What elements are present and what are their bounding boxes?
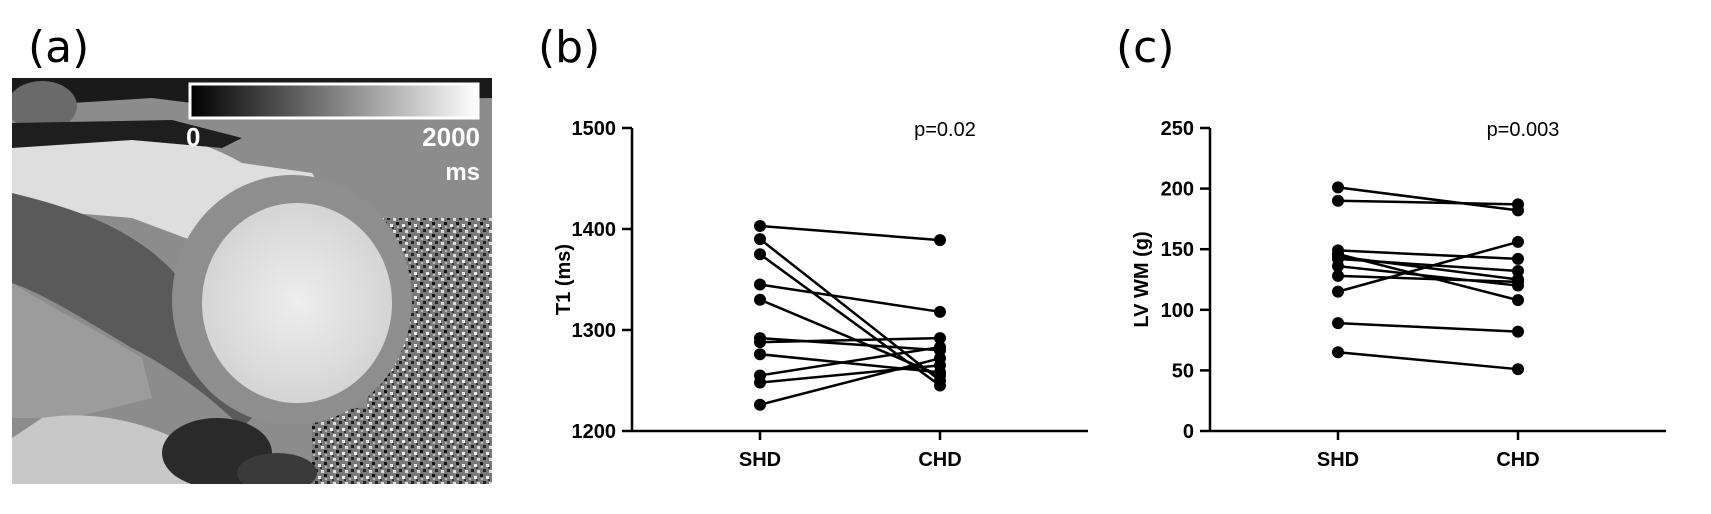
chart1-point-shd — [1332, 194, 1344, 207]
chart0-y-tick-label: 1400 — [572, 219, 617, 241]
t1-paired-chart: 1200 1300 1400 1500 SHD CHD T1 (ms) p=0.02 — [553, 118, 1088, 471]
mri-t1-map: 0 2000 ms — [12, 78, 492, 484]
chart0-x-tick-label: CHD — [918, 449, 961, 471]
panel-a-label: (a) — [28, 22, 90, 73]
chart0-pair-line — [759, 283, 941, 314]
chart1-pair-line — [1337, 257, 1519, 273]
chart0-y-axis-label: T1 (ms) — [553, 244, 575, 315]
chart0-point-shd — [754, 336, 766, 349]
chart1-y-tick-label: 0 — [1183, 421, 1194, 443]
chart0-y-tick-label: 1500 — [572, 118, 617, 140]
chart0-p-value-annotation: p=0.02 — [914, 119, 976, 141]
chart1-y-tick-label: 250 — [1161, 118, 1194, 140]
chart0-pair-line — [759, 345, 941, 377]
chart0-point-shd — [754, 248, 766, 261]
chart1-point-chd — [1512, 252, 1524, 265]
chart0-pair-line — [759, 298, 941, 377]
chart1-point-chd — [1512, 275, 1524, 288]
chart1-point-shd — [1332, 269, 1344, 282]
chart0-point-chd — [934, 379, 946, 392]
chart1-point-chd — [1512, 235, 1524, 248]
colorbar-unit-label: ms — [445, 159, 480, 186]
panel-b-label: (b) — [538, 22, 601, 73]
chart0-point-chd — [934, 341, 946, 354]
chart1-point-shd — [1332, 181, 1344, 194]
chart0-point-chd — [934, 234, 946, 247]
chart1-x-tick-label: SHD — [1317, 449, 1359, 471]
panel-c-label: (c) — [1116, 22, 1175, 73]
chart1-y-tick-label: 150 — [1161, 239, 1194, 261]
chart1-pair-line — [1337, 199, 1519, 206]
chart0-point-shd — [754, 293, 766, 306]
lvwm-paired-chart: 0 50 100 150 200 250 SHD CHD LV WM (g) p=0.003 — [1131, 118, 1666, 471]
chart0-point-chd — [934, 305, 946, 318]
chart1-pair-line — [1337, 321, 1519, 333]
chart1-point-shd — [1332, 346, 1344, 359]
chart1-pair-line — [1337, 240, 1519, 293]
colorbar-min-label: 0 — [186, 122, 200, 152]
chart0-pair-line — [759, 336, 941, 344]
chart0-point-shd — [754, 348, 766, 361]
chart1-point-shd — [1332, 317, 1344, 330]
chart0-pair-line — [759, 336, 941, 352]
chart1-point-chd — [1512, 325, 1524, 338]
chart0-point-shd — [754, 376, 766, 389]
chart0-point-chd — [934, 352, 946, 365]
chart1-pair-line — [1337, 249, 1519, 261]
chart1-point-chd — [1512, 198, 1524, 211]
chart1-pair-line — [1337, 186, 1519, 212]
chart1-point-shd — [1332, 285, 1344, 298]
chart0-pair-line — [759, 238, 941, 382]
chart0-y-tick-label: 1300 — [572, 320, 617, 342]
chart0-y-tick-label: 1200 — [572, 421, 617, 443]
chart0-pair-line — [759, 357, 941, 406]
chart0-pair-line — [759, 224, 941, 242]
chart0-pair-line — [759, 364, 941, 384]
chart1-pair-line — [1337, 264, 1519, 287]
chart1-y-tick-label: 100 — [1161, 300, 1194, 322]
chart0-point-shd — [754, 398, 766, 411]
chart1-point-chd — [1512, 294, 1524, 307]
chart1-y-tick-label: 50 — [1172, 360, 1194, 382]
chart1-y-tick-label: 200 — [1161, 179, 1194, 201]
chart0-x-tick-label: SHD — [739, 449, 781, 471]
chart1-point-chd — [1512, 265, 1524, 278]
chart1-x-tick-label: CHD — [1496, 449, 1539, 471]
chart1-point-chd — [1512, 363, 1524, 376]
chart1-pair-line — [1337, 350, 1519, 371]
chart1-p-value-annotation: p=0.003 — [1487, 119, 1560, 141]
chart1-point-shd — [1332, 260, 1344, 273]
chart0-point-shd — [754, 219, 766, 232]
chart1-pair-line — [1337, 274, 1519, 284]
chart1-y-axis-label: LV WM (g) — [1131, 231, 1153, 327]
chart0-point-shd — [754, 278, 766, 291]
colorbar-max-label: 2000 — [422, 122, 480, 152]
chart0-point-chd — [934, 332, 946, 345]
chart0-point-shd — [754, 233, 766, 246]
